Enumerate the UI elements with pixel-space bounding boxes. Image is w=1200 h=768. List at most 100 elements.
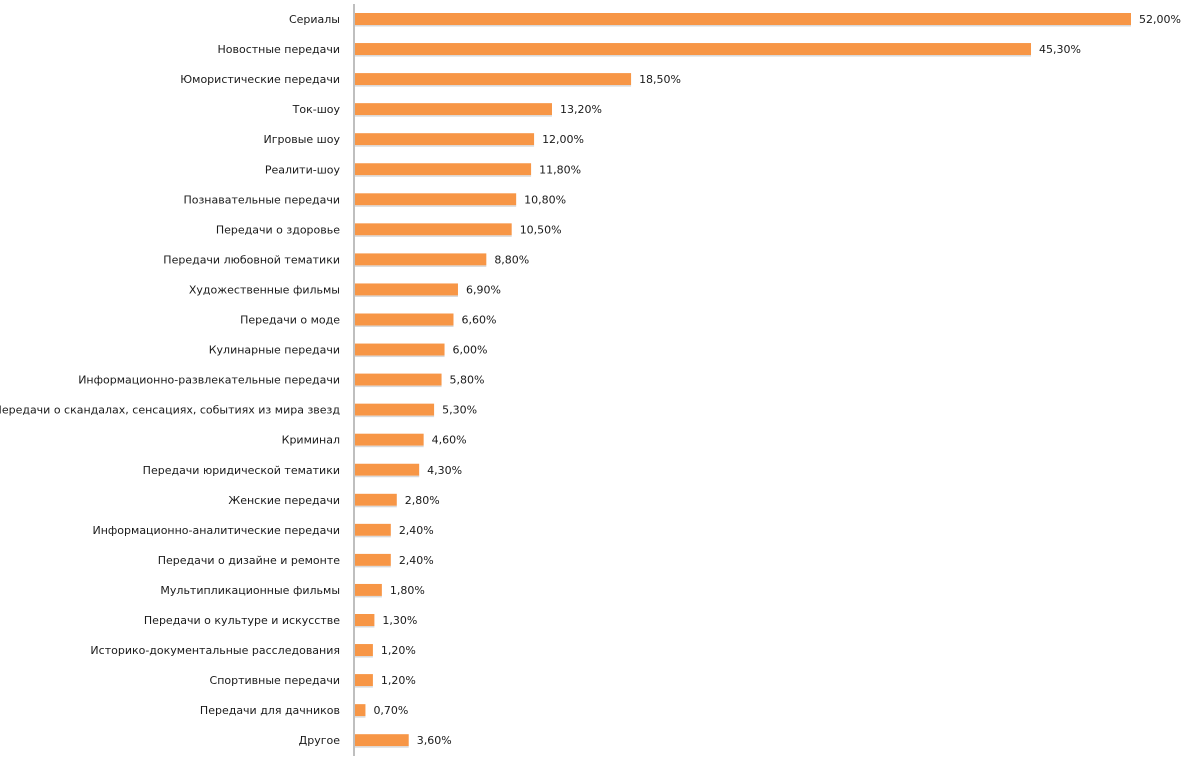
value-label: 45,30% bbox=[1039, 43, 1081, 56]
bar-shadow bbox=[355, 716, 366, 718]
bar-shadow bbox=[355, 535, 391, 538]
bar-shadow bbox=[355, 656, 373, 658]
value-label: 2,80% bbox=[405, 494, 440, 507]
value-label: 18,50% bbox=[639, 73, 681, 86]
bar-shadow bbox=[355, 115, 552, 117]
value-label: 6,60% bbox=[461, 314, 496, 327]
category-label: Юмористические передачи bbox=[180, 73, 340, 86]
bar bbox=[355, 493, 397, 506]
value-label: 11,80% bbox=[539, 163, 581, 176]
value-label: 0,70% bbox=[373, 704, 408, 717]
category-label: Передачи о моде bbox=[240, 314, 340, 327]
category-label: Информационно-развлекательные передачи bbox=[78, 374, 340, 387]
bar bbox=[355, 433, 424, 446]
value-label: 10,80% bbox=[524, 193, 566, 206]
category-label: Передачи любовной тематики bbox=[163, 253, 340, 266]
bar-shadow bbox=[355, 55, 1032, 57]
bar bbox=[355, 674, 373, 687]
value-label: 6,00% bbox=[453, 344, 488, 357]
bar bbox=[355, 583, 382, 596]
bar-shadow bbox=[355, 686, 373, 688]
value-label: 3,60% bbox=[417, 734, 452, 747]
bar bbox=[355, 283, 458, 296]
bar bbox=[355, 223, 512, 236]
bar bbox=[355, 43, 1032, 56]
category-label: Передачи о дизайне и ремонте bbox=[158, 554, 340, 567]
value-label: 6,90% bbox=[466, 283, 501, 296]
value-label: 5,30% bbox=[442, 404, 477, 417]
category-label: Новостные передачи bbox=[217, 43, 340, 56]
bar-shadow bbox=[355, 626, 375, 628]
bar bbox=[355, 614, 375, 626]
bar-shadow bbox=[355, 595, 382, 598]
category-label: Игровые шоу bbox=[264, 133, 341, 146]
value-label: 1,30% bbox=[382, 614, 417, 627]
category-label: Криминал bbox=[282, 434, 340, 447]
category-label: Другое bbox=[299, 734, 341, 747]
value-label: 13,20% bbox=[560, 103, 602, 116]
value-label: 12,00% bbox=[542, 133, 584, 146]
category-label: Передачи юридической тематики bbox=[143, 464, 340, 477]
category-label: Передачи для дачников bbox=[200, 704, 340, 717]
category-label: Реалити-шоу bbox=[265, 163, 341, 176]
value-label: 4,30% bbox=[427, 464, 462, 477]
bar-shadow bbox=[355, 295, 458, 297]
category-label: Кулинарные передачи bbox=[209, 344, 340, 357]
value-label: 5,80% bbox=[450, 374, 485, 387]
bar-shadow bbox=[355, 746, 409, 748]
value-label: 1,20% bbox=[381, 644, 416, 657]
bar-shadow bbox=[355, 85, 632, 87]
category-label: Женские передачи bbox=[228, 494, 340, 507]
category-label: Мультипликационные фильмы bbox=[160, 584, 340, 597]
bar bbox=[355, 13, 1131, 25]
bar-shadow bbox=[355, 25, 1131, 27]
bar bbox=[355, 704, 366, 717]
value-label: 1,80% bbox=[390, 584, 425, 597]
bar bbox=[355, 523, 391, 536]
category-label: Познавательные передачи bbox=[183, 193, 340, 206]
value-label: 2,40% bbox=[399, 524, 434, 537]
bar bbox=[355, 734, 409, 747]
value-label: 52,00% bbox=[1139, 13, 1181, 26]
bar bbox=[355, 253, 487, 266]
bar bbox=[355, 463, 420, 476]
category-label: Ток-шоу bbox=[292, 103, 341, 116]
category-label: Информационно-аналитические передачи bbox=[92, 524, 340, 537]
bar-shadow bbox=[355, 175, 532, 177]
category-label: Сериалы bbox=[289, 13, 340, 26]
bar bbox=[355, 343, 445, 356]
bar bbox=[355, 644, 373, 657]
bar bbox=[355, 403, 435, 416]
bar-shadow bbox=[355, 565, 391, 568]
bar bbox=[355, 193, 517, 206]
bar-shadow bbox=[355, 235, 512, 237]
category-label: Передачи о культуре и искусстве bbox=[144, 614, 340, 627]
bars-layer bbox=[355, 13, 1131, 748]
bar-shadow bbox=[355, 475, 420, 478]
bar-shadow bbox=[355, 385, 442, 388]
category-label: Спортивные передачи bbox=[210, 674, 340, 687]
category-label: Передачи о скандалах, сенсациях, события… bbox=[0, 404, 340, 417]
value-label: 2,40% bbox=[399, 554, 434, 567]
value-label: 4,60% bbox=[432, 434, 467, 447]
bar bbox=[355, 553, 391, 566]
bar bbox=[355, 133, 535, 146]
bar bbox=[355, 373, 442, 386]
bar-shadow bbox=[355, 355, 445, 358]
bar-shadow bbox=[355, 505, 397, 508]
category-label: Художественные фильмы bbox=[189, 283, 340, 296]
bar bbox=[355, 163, 532, 176]
bar-shadow bbox=[355, 325, 454, 327]
bar-shadow bbox=[355, 415, 435, 418]
bar bbox=[355, 73, 632, 86]
category-label: Историко-документальные расследования bbox=[90, 644, 340, 657]
bar-shadow bbox=[355, 145, 535, 147]
bar-shadow bbox=[355, 445, 424, 448]
value-label: 8,80% bbox=[494, 253, 529, 266]
category-label: Передачи о здоровье bbox=[216, 223, 340, 236]
bar bbox=[355, 103, 552, 116]
bar-shadow bbox=[355, 205, 517, 207]
value-label: 1,20% bbox=[381, 674, 416, 687]
